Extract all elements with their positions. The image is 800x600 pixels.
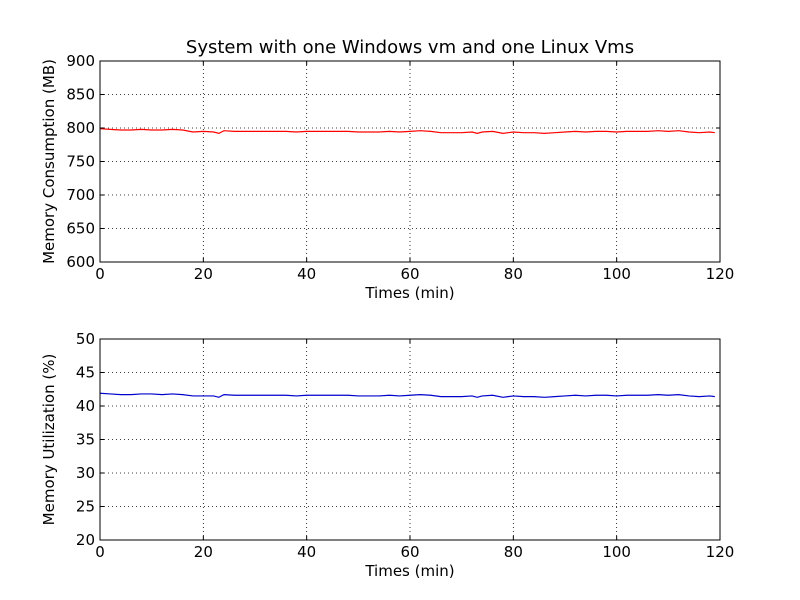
y-tick-label: 35 (76, 431, 95, 449)
x-tick-label: 40 (297, 543, 316, 561)
x-tick-label: 0 (95, 543, 105, 561)
y-axis-label: Memory Utilization (%) (40, 354, 58, 526)
y-tick-label: 750 (66, 153, 95, 171)
y-tick-label: 25 (76, 498, 95, 516)
x-axis-label: Times (min) (364, 284, 454, 302)
x-tick-label: 80 (504, 265, 523, 283)
y-tick-label: 800 (66, 119, 95, 137)
y-tick-label: 650 (66, 220, 95, 238)
y-tick-label: 40 (76, 397, 95, 415)
y-tick-label: 45 (76, 364, 95, 382)
series-line-2-1 (99, 392, 715, 398)
x-tick-label: 20 (194, 543, 213, 561)
x-tick-label: 100 (602, 543, 631, 561)
x-tick-label: 120 (706, 265, 735, 283)
x-tick-label: 120 (706, 543, 735, 561)
y-tick-label: 850 (66, 86, 95, 104)
x-tick-label: 60 (400, 543, 419, 561)
x-tick-label: 80 (504, 543, 523, 561)
x-axis-label: Times (min) (364, 562, 454, 580)
series-line-1-1 (99, 128, 715, 134)
y-tick-label: 900 (66, 52, 95, 70)
y-tick-label: 600 (66, 253, 95, 271)
x-tick-label: 60 (400, 265, 419, 283)
figure-title: System with one Windows vm and one Linux… (186, 37, 634, 58)
y-tick-label: 700 (66, 186, 95, 204)
y-tick-label: 50 (76, 330, 95, 348)
x-tick-label: 20 (194, 265, 213, 283)
y-tick-label: 30 (76, 464, 95, 482)
x-tick-label: 0 (95, 265, 105, 283)
plots-group: 0 20 40 60 80 100 120600650700750800850900Time… (40, 52, 734, 580)
x-tick-label: 40 (297, 265, 316, 283)
x-tick-label: 100 (602, 265, 631, 283)
y-axis-label: Memory Consumption (MB) (40, 59, 58, 264)
y-tick-label: 20 (76, 531, 95, 549)
chart-panel-1: 0 20 40 60 80 100 120 600 650 700 750 800 850 900 Time… (40, 52, 734, 302)
